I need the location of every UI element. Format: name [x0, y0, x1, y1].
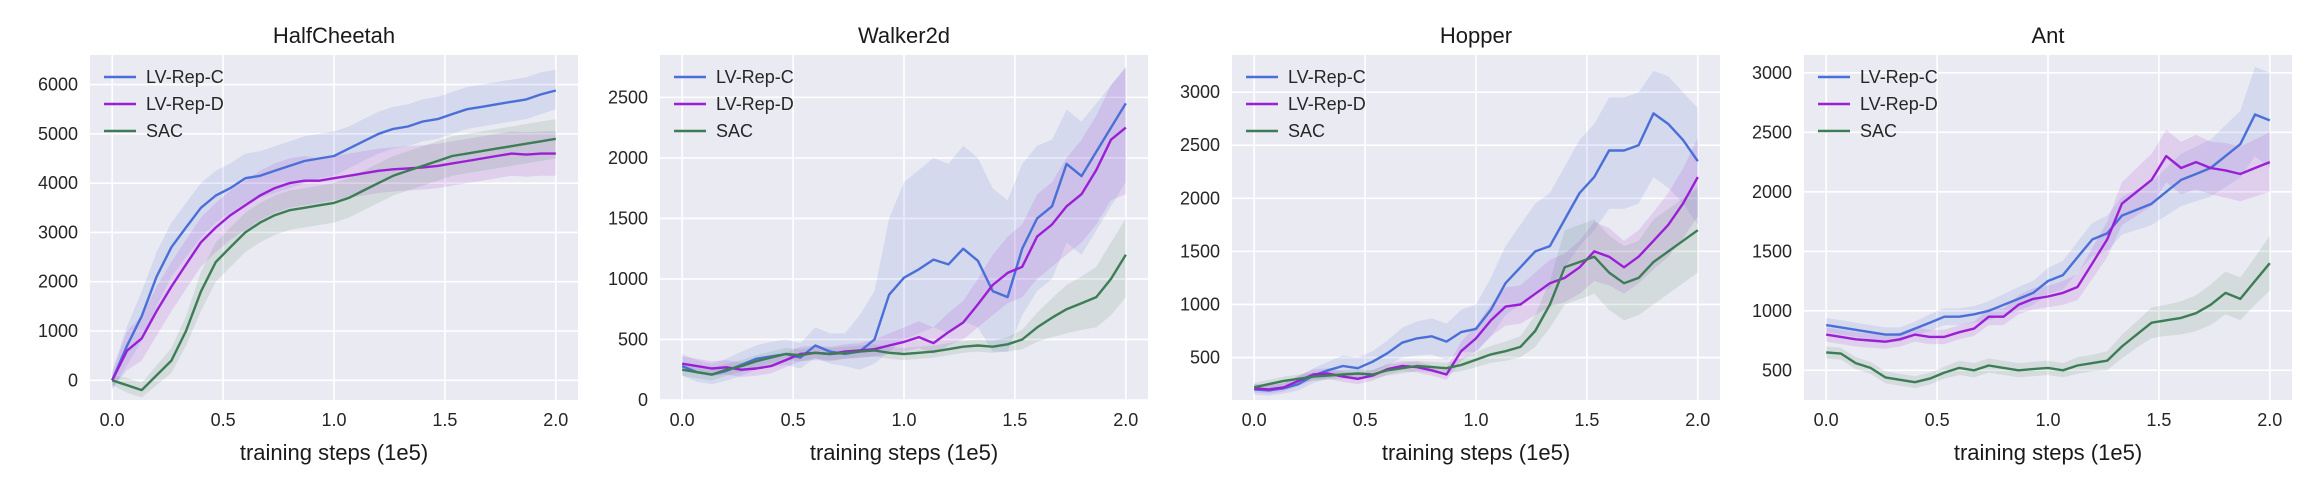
line-lv-rep-c [1254, 112, 1699, 392]
line-sac [682, 254, 1127, 376]
chart-title: Walker2d [858, 23, 950, 48]
legend-label: LV-Rep-C [716, 67, 794, 87]
y-tick-label: 2000 [38, 272, 78, 292]
y-tick-label: 1500 [1752, 241, 1792, 261]
legend-label: LV-Rep-D [1288, 94, 1366, 114]
line-lv-rep-c [1826, 113, 2271, 336]
x-tick-label: 1.0 [891, 410, 916, 430]
chart-panel-1: 0.0 0.5 1.0 1.5 2.0 0 500 1000 1500 2000 2500 Walke… [608, 23, 1148, 465]
chart-title: Hopper [1440, 23, 1512, 48]
y-tick-label: 500 [1762, 360, 1792, 380]
band-lv-rep-c [1254, 70, 1698, 396]
line-lv-rep-c [681, 102, 1127, 376]
band-lv-rep-d [112, 131, 556, 388]
x-tick-label: 0.5 [211, 410, 236, 430]
x-axis-label: training steps (1e5) [1382, 440, 1570, 465]
line-sac [111, 137, 556, 392]
y-tick-label: 0 [638, 390, 648, 410]
line-sac [1253, 229, 1699, 389]
y-tick-label: 2000 [1180, 188, 1220, 208]
legend-label: SAC [1860, 121, 1897, 141]
x-tick-label: 1.5 [1002, 410, 1027, 430]
x-tick-label: 2.0 [1113, 410, 1138, 430]
line-sac [1826, 262, 2271, 384]
y-tick-label: 2000 [608, 148, 648, 168]
line-lv-rep-d [1826, 154, 2271, 343]
y-tick-label: 1000 [1752, 301, 1792, 321]
x-tick-label: 0.0 [1814, 410, 1839, 430]
x-axis-label: training steps (1e5) [240, 440, 428, 465]
x-tick-label: 0.5 [1925, 410, 1950, 430]
x-axis-label: training steps (1e5) [1954, 440, 2142, 465]
x-tick-label: 1.0 [1463, 410, 1488, 430]
legend-label: LV-Rep-D [146, 94, 224, 114]
legend: LV-Rep-C LV-Rep-D SAC [104, 67, 224, 141]
chart-panel-2: 0.0 0.5 1.0 1.5 2.0 500 1000 1500 2000 2500 3000 Ho… [1180, 23, 1720, 465]
legend-label: SAC [146, 121, 183, 141]
band-lv-rep-d [1254, 137, 1698, 394]
y-tick-label: 1500 [608, 208, 648, 228]
y-tick-label: 1000 [38, 321, 78, 341]
legend-label: LV-Rep-C [146, 67, 224, 87]
x-tick-label: 1.5 [432, 410, 457, 430]
band-sac [1254, 187, 1698, 392]
legend-label: SAC [1288, 121, 1325, 141]
y-tick-label: 1500 [1180, 241, 1220, 261]
legend: LV-Rep-C LV-Rep-D SAC [674, 67, 794, 141]
y-tick-label: 500 [1190, 348, 1220, 368]
y-tick-label: 1000 [608, 269, 648, 289]
x-tick-label: 0.0 [100, 410, 125, 430]
y-tick-label: 5000 [38, 124, 78, 144]
band-lv-rep-d [1826, 129, 2270, 349]
y-tick-label: 3000 [1180, 82, 1220, 102]
line-lv-rep-d [682, 126, 1127, 371]
x-tick-label: 1.0 [321, 410, 346, 430]
y-tick-label: 2500 [1180, 135, 1220, 155]
y-tick-label: 3000 [38, 222, 78, 242]
chart-title: Ant [2031, 23, 2064, 48]
x-tick-label: 1.0 [2035, 410, 2060, 430]
legend-label: LV-Rep-D [1860, 94, 1938, 114]
band-lv-rep-d [682, 67, 1126, 377]
x-tick-label: 0.5 [781, 410, 806, 430]
y-tick-label: 0 [68, 370, 78, 390]
band-sac [1826, 235, 2270, 389]
x-tick-label: 1.5 [1574, 410, 1599, 430]
legend-label: LV-Rep-C [1860, 67, 1938, 87]
x-axis-label: training steps (1e5) [810, 440, 998, 465]
chart-panel-0: 0.0 0.5 1.0 1.5 2.0 0 1000 2000 3000 4000 5000 6000… [38, 23, 578, 465]
y-tick-label: 2500 [608, 87, 648, 107]
y-tick-label: 3000 [1752, 63, 1792, 83]
chart-title: HalfCheetah [273, 23, 395, 48]
x-tick-label: 2.0 [2257, 410, 2282, 430]
legend: LV-Rep-C LV-Rep-D SAC [1818, 67, 1938, 141]
x-tick-label: 0.0 [670, 410, 695, 430]
chart-panel-3: 0.0 0.5 1.0 1.5 2.0 500 1000 1500 2000 2500 3000 An… [1752, 23, 2292, 465]
y-tick-label: 4000 [38, 173, 78, 193]
band-sac [682, 218, 1126, 381]
legend: LV-Rep-C LV-Rep-D SAC [1246, 67, 1366, 141]
band-lv-rep-c [682, 67, 1126, 385]
legend-label: LV-Rep-C [1288, 67, 1366, 87]
line-lv-rep-c [111, 89, 557, 381]
y-tick-label: 6000 [38, 75, 78, 95]
x-tick-label: 0.0 [1242, 410, 1267, 430]
y-tick-label: 500 [618, 329, 648, 349]
line-lv-rep-d [1254, 176, 1699, 391]
band-lv-rep-c [1826, 66, 2270, 342]
legend-label: LV-Rep-D [716, 94, 794, 114]
x-tick-label: 0.5 [1353, 410, 1378, 430]
y-tick-label: 2500 [1752, 122, 1792, 142]
y-tick-label: 2000 [1752, 182, 1792, 202]
y-tick-label: 1000 [1180, 294, 1220, 314]
x-tick-label: 2.0 [1685, 410, 1710, 430]
legend-label: SAC [716, 121, 753, 141]
x-tick-label: 2.0 [543, 410, 568, 430]
line-lv-rep-d [111, 152, 556, 381]
x-tick-label: 1.5 [2146, 410, 2171, 430]
